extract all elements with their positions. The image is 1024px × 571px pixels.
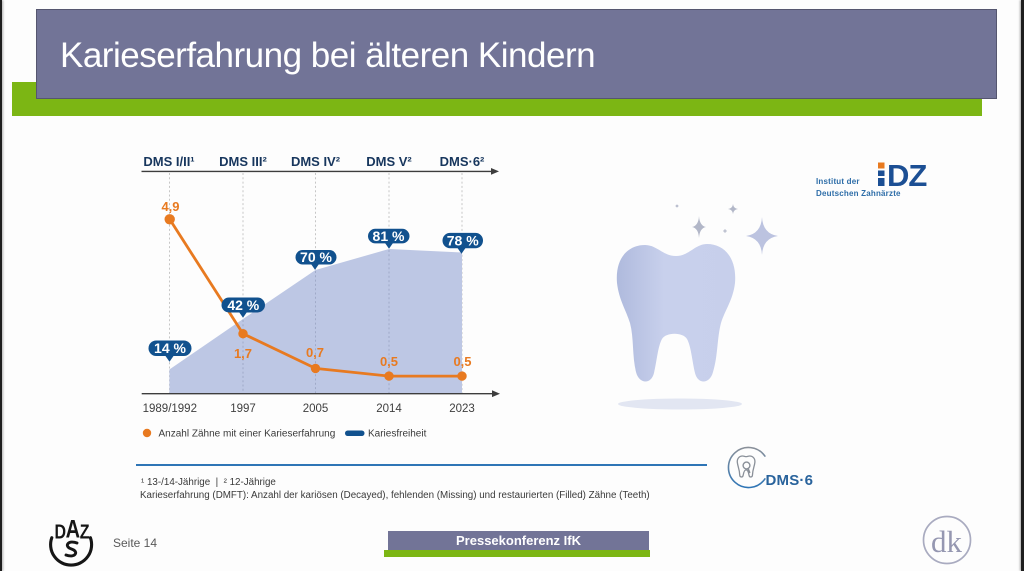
- svg-text:0,5: 0,5: [380, 354, 398, 369]
- svg-text:1997: 1997: [230, 403, 256, 415]
- svg-text:42 %: 42 %: [227, 297, 259, 313]
- svg-text:Anzahl Zähne mit einer Kariese: Anzahl Zähne mit einer Karieserfahrung: [159, 429, 336, 440]
- svg-text:2014: 2014: [376, 403, 402, 415]
- svg-text:DMS IV²: DMS IV²: [291, 154, 341, 169]
- svg-text:1,7: 1,7: [234, 346, 252, 361]
- svg-text:78 %: 78 %: [447, 233, 479, 249]
- svg-text:2005: 2005: [303, 403, 329, 415]
- svg-text:Institut der: Institut der: [816, 177, 860, 186]
- svg-text:70 %: 70 %: [300, 249, 332, 265]
- svg-text:0,5: 0,5: [453, 354, 471, 369]
- svg-text:DMS·6²: DMS·6²: [440, 154, 485, 169]
- svg-text:Kariesfreiheit: Kariesfreiheit: [368, 429, 427, 440]
- svg-text:dk: dk: [931, 524, 963, 559]
- svg-text:81 %: 81 %: [373, 228, 405, 244]
- svg-text:1989/1992: 1989/1992: [143, 403, 197, 415]
- svg-text:DMS·6: DMS·6: [766, 472, 814, 489]
- svg-text:Deutschen Zahnärzte: Deutschen Zahnärzte: [816, 189, 901, 198]
- svg-text:DZ: DZ: [887, 158, 927, 193]
- svg-text:DMS III²: DMS III²: [219, 154, 267, 169]
- svg-text:DAZ: DAZ: [55, 515, 90, 543]
- svg-text:2023: 2023: [449, 403, 475, 415]
- svg-text:14 %: 14 %: [154, 340, 186, 356]
- svg-text:0,7: 0,7: [306, 345, 324, 360]
- svg-text:4,9: 4,9: [161, 199, 179, 214]
- svg-text:DMS V²: DMS V²: [366, 154, 412, 169]
- svg-text:DMS I/II¹: DMS I/II¹: [143, 154, 194, 169]
